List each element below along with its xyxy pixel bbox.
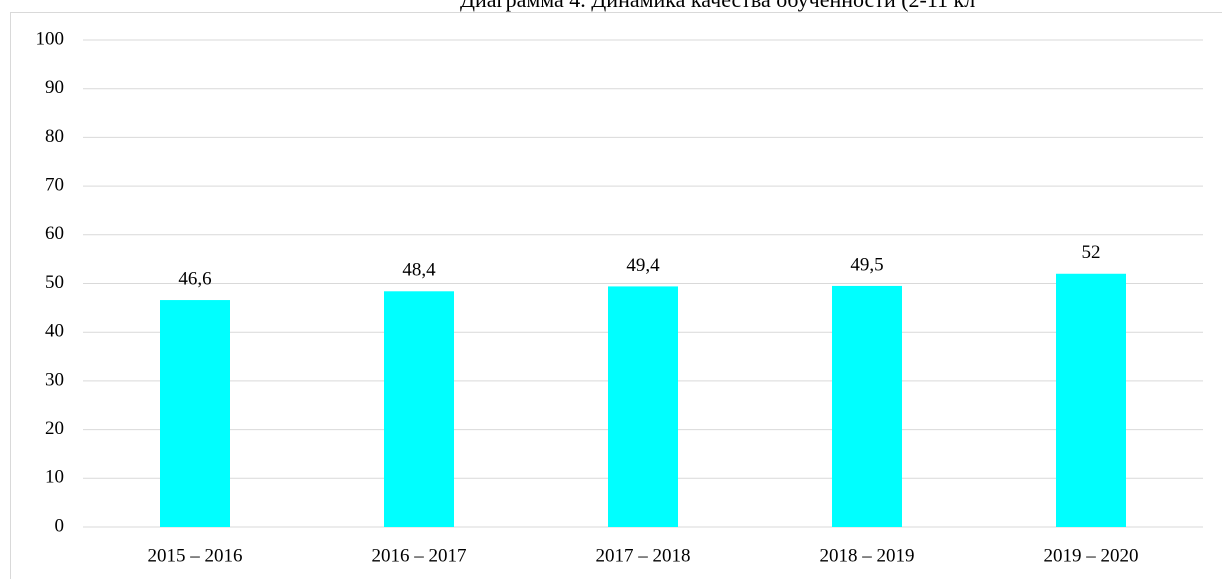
x-tick-label: 2015 – 2016 xyxy=(148,545,243,566)
y-tick-label: 50 xyxy=(45,272,64,293)
x-tick-label: 2016 – 2017 xyxy=(372,545,467,566)
y-tick-label: 60 xyxy=(45,223,64,244)
y-tick-label: 20 xyxy=(45,418,64,439)
y-tick-label: 30 xyxy=(45,369,64,390)
x-tick-label: 2019 – 2020 xyxy=(1044,545,1139,566)
y-tick-label: 80 xyxy=(45,126,64,147)
y-tick-label: 40 xyxy=(45,321,64,342)
data-label: 52 xyxy=(1082,242,1101,263)
chart-frame xyxy=(10,12,1222,579)
x-tick-label: 2017 – 2018 xyxy=(596,545,691,566)
data-label: 46,6 xyxy=(178,268,211,289)
bar xyxy=(160,300,230,527)
y-tick-label: 0 xyxy=(55,515,65,536)
bar xyxy=(1056,273,1126,527)
data-label: 48,4 xyxy=(402,260,436,281)
data-label: 49,4 xyxy=(626,255,660,276)
data-label: 49,5 xyxy=(850,254,883,275)
bar xyxy=(384,291,454,527)
x-tick-label: 2018 – 2019 xyxy=(820,545,915,566)
chart-title: Диаграмма 4. Динамика качества обученнос… xyxy=(460,0,975,12)
y-tick-label: 90 xyxy=(45,77,64,98)
y-tick-label: 100 xyxy=(36,28,65,49)
bar xyxy=(832,285,902,527)
y-tick-label: 70 xyxy=(45,174,64,195)
bar xyxy=(608,286,678,527)
y-tick-label: 10 xyxy=(45,467,64,488)
